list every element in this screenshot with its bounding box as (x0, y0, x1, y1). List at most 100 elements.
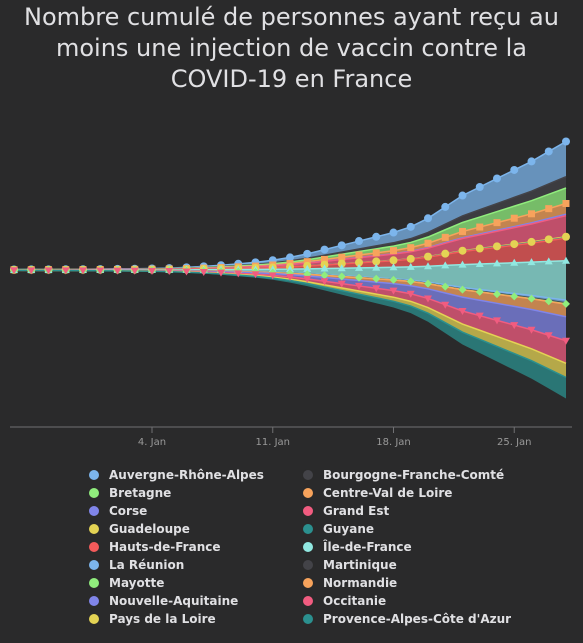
data-point[interactable] (27, 267, 36, 275)
area-pays-de-la-loire[interactable] (14, 270, 566, 378)
data-point[interactable] (320, 245, 329, 254)
data-point[interactable] (527, 294, 536, 303)
data-point[interactable] (406, 222, 415, 231)
data-point[interactable] (337, 280, 346, 288)
legend-item[interactable]: La Réunion (88, 556, 302, 574)
data-point[interactable] (130, 267, 139, 275)
data-point[interactable] (510, 240, 519, 249)
data-point[interactable] (459, 227, 466, 235)
data-point[interactable] (441, 261, 450, 269)
legend-item[interactable]: Martinique (302, 556, 516, 574)
data-point[interactable] (355, 273, 363, 282)
legend-item[interactable]: Normandie (302, 574, 516, 592)
data-point[interactable] (372, 257, 381, 266)
legend-item[interactable]: Guadeloupe (88, 520, 302, 538)
data-point[interactable] (338, 253, 346, 261)
data-point[interactable] (320, 271, 329, 280)
data-point[interactable] (424, 214, 432, 223)
data-point[interactable] (510, 165, 519, 174)
data-point[interactable] (234, 270, 243, 278)
data-point[interactable] (527, 258, 536, 266)
data-point[interactable] (493, 174, 501, 183)
data-point[interactable] (303, 264, 312, 272)
data-point[interactable] (372, 232, 381, 241)
legend-item[interactable]: Hauts-de-France (88, 538, 302, 556)
data-point[interactable] (320, 264, 329, 272)
data-point[interactable] (562, 137, 570, 146)
data-point[interactable] (562, 199, 570, 207)
data-point[interactable] (372, 263, 381, 271)
data-point[interactable] (544, 147, 553, 156)
data-point[interactable] (355, 282, 363, 290)
data-point[interactable] (372, 285, 381, 293)
data-point[interactable] (441, 233, 449, 241)
data-point[interactable] (337, 272, 346, 281)
data-point[interactable] (510, 258, 519, 266)
data-point[interactable] (424, 262, 432, 270)
data-point[interactable] (389, 287, 398, 295)
data-point[interactable] (286, 273, 294, 281)
data-point[interactable] (182, 268, 191, 276)
data-point[interactable] (493, 290, 501, 299)
legend-item[interactable]: Mayotte (88, 574, 302, 592)
data-point[interactable] (493, 219, 501, 227)
data-point[interactable] (303, 249, 312, 258)
data-point[interactable] (475, 259, 484, 267)
data-point[interactable] (562, 232, 570, 241)
data-point[interactable] (424, 279, 432, 288)
data-point[interactable] (458, 246, 467, 255)
data-point[interactable] (406, 290, 415, 298)
data-point[interactable] (321, 255, 328, 263)
data-point[interactable] (475, 183, 484, 192)
data-point[interactable] (544, 235, 553, 244)
data-point[interactable] (372, 274, 381, 283)
legend-item[interactable]: Grand Est (302, 502, 516, 520)
data-point[interactable] (286, 253, 294, 262)
data-point[interactable] (458, 191, 467, 200)
data-point[interactable] (389, 256, 398, 265)
legend-item[interactable]: Auvergne-Rhône-Alpes (88, 466, 302, 484)
area-bourgogne-franche-comt-[interactable] (14, 176, 566, 270)
data-point[interactable] (337, 241, 346, 250)
data-point[interactable] (389, 275, 398, 284)
data-point[interactable] (458, 285, 467, 294)
data-point[interactable] (355, 263, 363, 271)
area-centre-val-de-loire[interactable] (14, 203, 566, 270)
data-point[interactable] (544, 332, 553, 340)
data-point[interactable] (10, 267, 18, 275)
area-occitanie[interactable] (14, 270, 566, 364)
data-point[interactable] (303, 258, 311, 266)
data-point[interactable] (217, 269, 225, 277)
legend-item[interactable]: Bretagne (88, 484, 302, 502)
data-point[interactable] (424, 239, 432, 247)
data-point[interactable] (510, 292, 519, 301)
data-point[interactable] (562, 337, 570, 345)
legend-item[interactable]: Bourgogne-Franche-Comté (302, 466, 516, 484)
data-point[interactable] (389, 228, 398, 237)
data-point[interactable] (476, 223, 484, 231)
area-auvergne-rh-ne-alpes[interactable] (14, 141, 566, 270)
data-point[interactable] (406, 254, 415, 263)
data-point[interactable] (389, 263, 398, 271)
data-point[interactable] (441, 301, 450, 309)
data-point[interactable] (441, 249, 450, 258)
data-point[interactable] (528, 210, 535, 218)
data-point[interactable] (544, 257, 553, 265)
data-point[interactable] (527, 157, 536, 166)
data-point[interactable] (493, 317, 501, 325)
legend-item[interactable]: Guyane (302, 520, 516, 538)
data-point[interactable] (424, 252, 432, 261)
area-normandie[interactable] (14, 270, 566, 317)
data-point[interactable] (510, 322, 519, 330)
data-point[interactable] (199, 268, 208, 276)
data-point[interactable] (303, 275, 312, 283)
data-point[interactable] (545, 205, 553, 213)
legend-item[interactable]: Occitanie (302, 592, 516, 610)
data-point[interactable] (44, 267, 53, 275)
data-point[interactable] (562, 256, 570, 264)
data-point[interactable] (96, 267, 105, 275)
data-point[interactable] (337, 264, 346, 272)
legend-item[interactable]: Nouvelle-Aquitaine (88, 592, 302, 610)
data-point[interactable] (475, 244, 484, 253)
data-point[interactable] (407, 244, 415, 252)
